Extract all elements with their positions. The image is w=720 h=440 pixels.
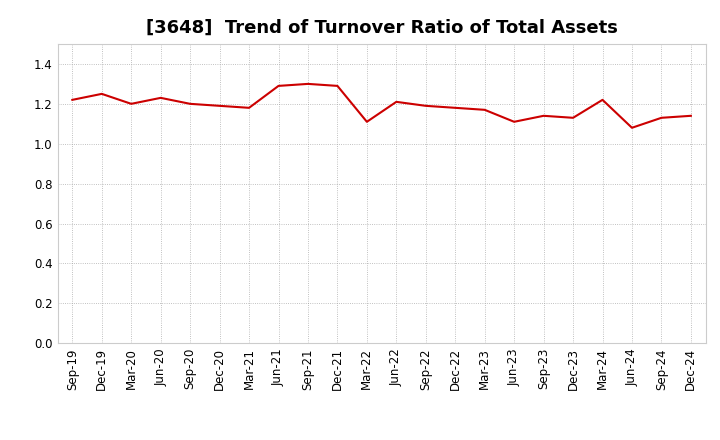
Title: [3648]  Trend of Turnover Ratio of Total Assets: [3648] Trend of Turnover Ratio of Total … (145, 19, 618, 37)
